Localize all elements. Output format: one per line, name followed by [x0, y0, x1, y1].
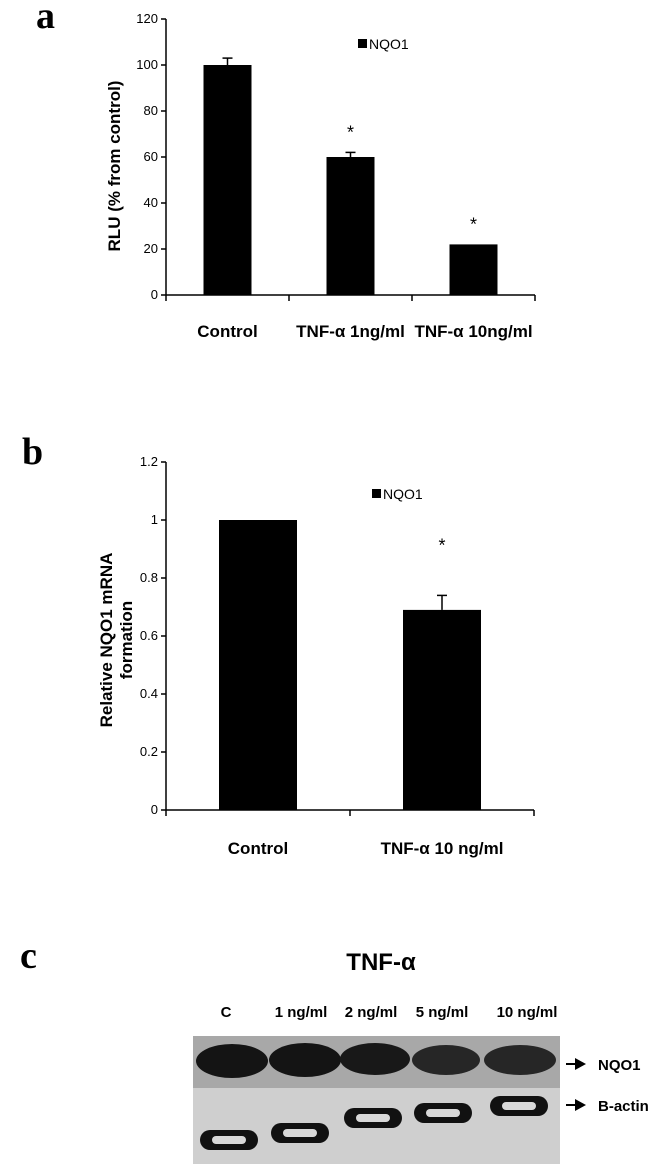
- blot-lane-label-5: 5 ng/ml: [416, 1004, 469, 1021]
- y-tick-label: 80: [144, 103, 158, 118]
- panel-b: b Relative NQO1 mRNA formation 0 0.2 0.4 0.…: [22, 431, 535, 858]
- y-tick-label: 0.8: [140, 570, 158, 585]
- y-tick-label: 1.2: [140, 454, 158, 469]
- bar: [203, 65, 252, 295]
- arrow-right-icon: [575, 1099, 586, 1111]
- panel-a: a RLU (% from control) 0 20 40 60 80 100 120 *…: [36, 0, 536, 341]
- chart-b-bars: [219, 520, 481, 810]
- significance-marker: *: [438, 535, 445, 555]
- y-tick-label: 20: [144, 241, 158, 256]
- blot-band: [196, 1044, 268, 1078]
- panel-c: c TNF-α C 1 ng/ml 2 ng/ml 5 ng/ml 10 ng/…: [20, 935, 649, 1164]
- chart-b-xticks: [165, 810, 535, 816]
- blot-band: [490, 1096, 548, 1116]
- chart-a-bars: [203, 65, 498, 295]
- y-tick-label: 100: [136, 57, 158, 72]
- category-label: TNF-α 1ng/ml: [296, 322, 405, 341]
- blot-band: [340, 1043, 410, 1075]
- blot-marker-nqo1: NQO1: [598, 1057, 641, 1074]
- blot-band: [344, 1108, 402, 1128]
- blot-band: [414, 1103, 472, 1123]
- category-label: Control: [197, 322, 257, 341]
- blot-lane-labels: C 1 ng/ml 2 ng/ml 5 ng/ml 10 ng/ml: [221, 1004, 558, 1021]
- blot-band: [200, 1130, 258, 1150]
- chart-b-significance: *: [438, 535, 445, 555]
- blot-strip-b-actin: [193, 1088, 560, 1164]
- panel-letter-c: c: [20, 935, 37, 977]
- chart-a-legend-label: NQO1: [369, 36, 409, 52]
- y-tick-label: 40: [144, 195, 158, 210]
- arrow-right-icon: [575, 1058, 586, 1070]
- chart-a-error-bars: [222, 57, 356, 157]
- panel-letter-a: a: [36, 0, 55, 37]
- blot-marker-b-actin: B-actin: [598, 1098, 649, 1115]
- y-tick-label: 0: [151, 802, 158, 817]
- blot-title: TNF-α: [346, 949, 416, 976]
- bar: [326, 157, 375, 295]
- bar: [449, 244, 498, 295]
- category-label: TNF-α 10 ng/ml: [381, 839, 504, 858]
- chart-b-ylabel: Relative NQO1 mRNA formation: [97, 553, 136, 728]
- significance-marker: *: [470, 214, 477, 234]
- bar: [219, 520, 297, 810]
- bar: [403, 609, 481, 810]
- chart-b-legend-label: NQO1: [383, 486, 423, 502]
- blot-strip-nqo1: [193, 1036, 560, 1088]
- chart-b-ylabel-line-2: formation: [117, 601, 136, 679]
- blot-lane-label-1: 1 ng/ml: [275, 1004, 328, 1021]
- blot-band: [271, 1123, 329, 1143]
- y-tick-label: 120: [136, 11, 158, 26]
- y-tick-label: 0.2: [140, 744, 158, 759]
- chart-b-legend-swatch: [372, 489, 381, 498]
- category-label: Control: [228, 839, 288, 858]
- chart-a-significance: **: [347, 122, 477, 234]
- chart-a-legend-swatch: [358, 39, 367, 48]
- chart-b-yticks: 0 0.2 0.4 0.6 0.8 1 1.2: [140, 454, 166, 817]
- blot-lane-label-10: 10 ng/ml: [497, 1004, 558, 1021]
- category-label: TNF-α 10ng/ml: [414, 322, 532, 341]
- chart-a-yticks: 0 20 40 60 80 100 120: [136, 11, 166, 302]
- chart-b-ylabel-line-1: Relative NQO1 mRNA: [97, 553, 116, 728]
- y-tick-label: 0.4: [140, 686, 158, 701]
- y-tick-label: 0: [151, 287, 158, 302]
- significance-marker: *: [347, 122, 354, 142]
- blot-band: [484, 1045, 556, 1075]
- y-tick-label: 60: [144, 149, 158, 164]
- chart-a-categories: Control TNF-α 1ng/ml TNF-α 10ng/ml: [197, 322, 532, 341]
- blot-band: [412, 1045, 480, 1075]
- blot-band: [269, 1043, 341, 1077]
- chart-a-ylabel: RLU (% from control): [105, 81, 124, 252]
- chart-b-error-bars: [437, 594, 447, 610]
- y-tick-label: 0.6: [140, 628, 158, 643]
- blot-markers: NQO1 B-actin: [566, 1057, 649, 1115]
- blot-lane-label-c: C: [221, 1004, 232, 1021]
- chart-b-legend: NQO1: [372, 486, 423, 502]
- y-tick-label: 1: [151, 512, 158, 527]
- blot-lane-label-2: 2 ng/ml: [345, 1004, 398, 1021]
- chart-a-xticks: [165, 295, 536, 301]
- chart-a-legend: NQO1: [358, 36, 409, 52]
- chart-b-categories: Control TNF-α 10 ng/ml: [228, 839, 504, 858]
- panel-letter-b: b: [22, 431, 43, 473]
